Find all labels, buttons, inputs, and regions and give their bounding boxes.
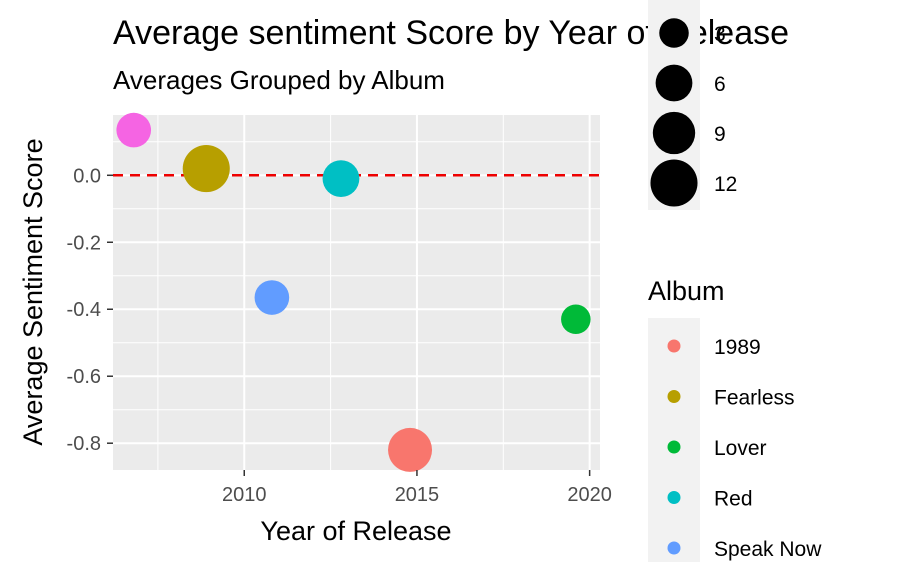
size-legend-key (659, 18, 689, 48)
data-point (182, 145, 230, 193)
color-legend-key (667, 440, 681, 454)
size-legend-label: 3 (714, 23, 726, 46)
y-tick-label: 0.0 (73, 165, 101, 187)
color-legend: 1989 Fearless Lover Red Speak Now (667, 336, 822, 561)
color-legend-label: Speak Now (714, 538, 822, 561)
color-legend-label: Red (714, 488, 753, 511)
size-legend-key (650, 159, 698, 207)
x-tick-label: 2015 (395, 484, 440, 506)
data-point (561, 304, 591, 335)
data-point (388, 427, 433, 472)
y-axis-ticks: 0.0 -0.2 -0.4 -0.6 -0.8 (67, 165, 113, 455)
size-legend-key (652, 111, 696, 155)
color-legend-background (648, 318, 700, 562)
color-legend-key (667, 390, 681, 403)
x-axis-ticks: 2010 2015 2020 (222, 470, 612, 506)
color-legend-key (667, 491, 681, 504)
x-tick-label: 2020 (567, 484, 612, 506)
x-axis-title: Year of Release (260, 516, 451, 546)
grid-major (113, 115, 600, 470)
x-tick-label: 2010 (222, 484, 267, 506)
y-tick-label: -0.6 (67, 366, 101, 388)
chart-subtitle: Averages Grouped by Album (113, 65, 445, 95)
color-legend-key (667, 339, 681, 353)
size-legend: 3 6 9 12 (650, 18, 737, 207)
grid-minor (113, 115, 600, 470)
size-legend-label: 9 (714, 123, 726, 146)
size-legend-key (655, 64, 693, 102)
y-tick-label: -0.2 (67, 232, 101, 254)
color-legend-label: 1989 (714, 336, 761, 359)
size-legend-label: 6 (714, 73, 726, 96)
data-point (322, 160, 360, 198)
color-legend-label: Lover (714, 437, 767, 460)
color-legend-key (667, 541, 681, 555)
color-legend-label: Fearless (714, 387, 795, 410)
data-point (254, 280, 290, 315)
y-tick-label: -0.8 (67, 433, 101, 455)
data-point (116, 112, 152, 148)
size-legend-label: 12 (714, 173, 737, 196)
y-axis-title: Average Sentiment Score (18, 138, 48, 445)
color-legend-title: Album (648, 276, 725, 306)
data-points (116, 112, 591, 472)
y-tick-label: -0.4 (67, 299, 101, 321)
